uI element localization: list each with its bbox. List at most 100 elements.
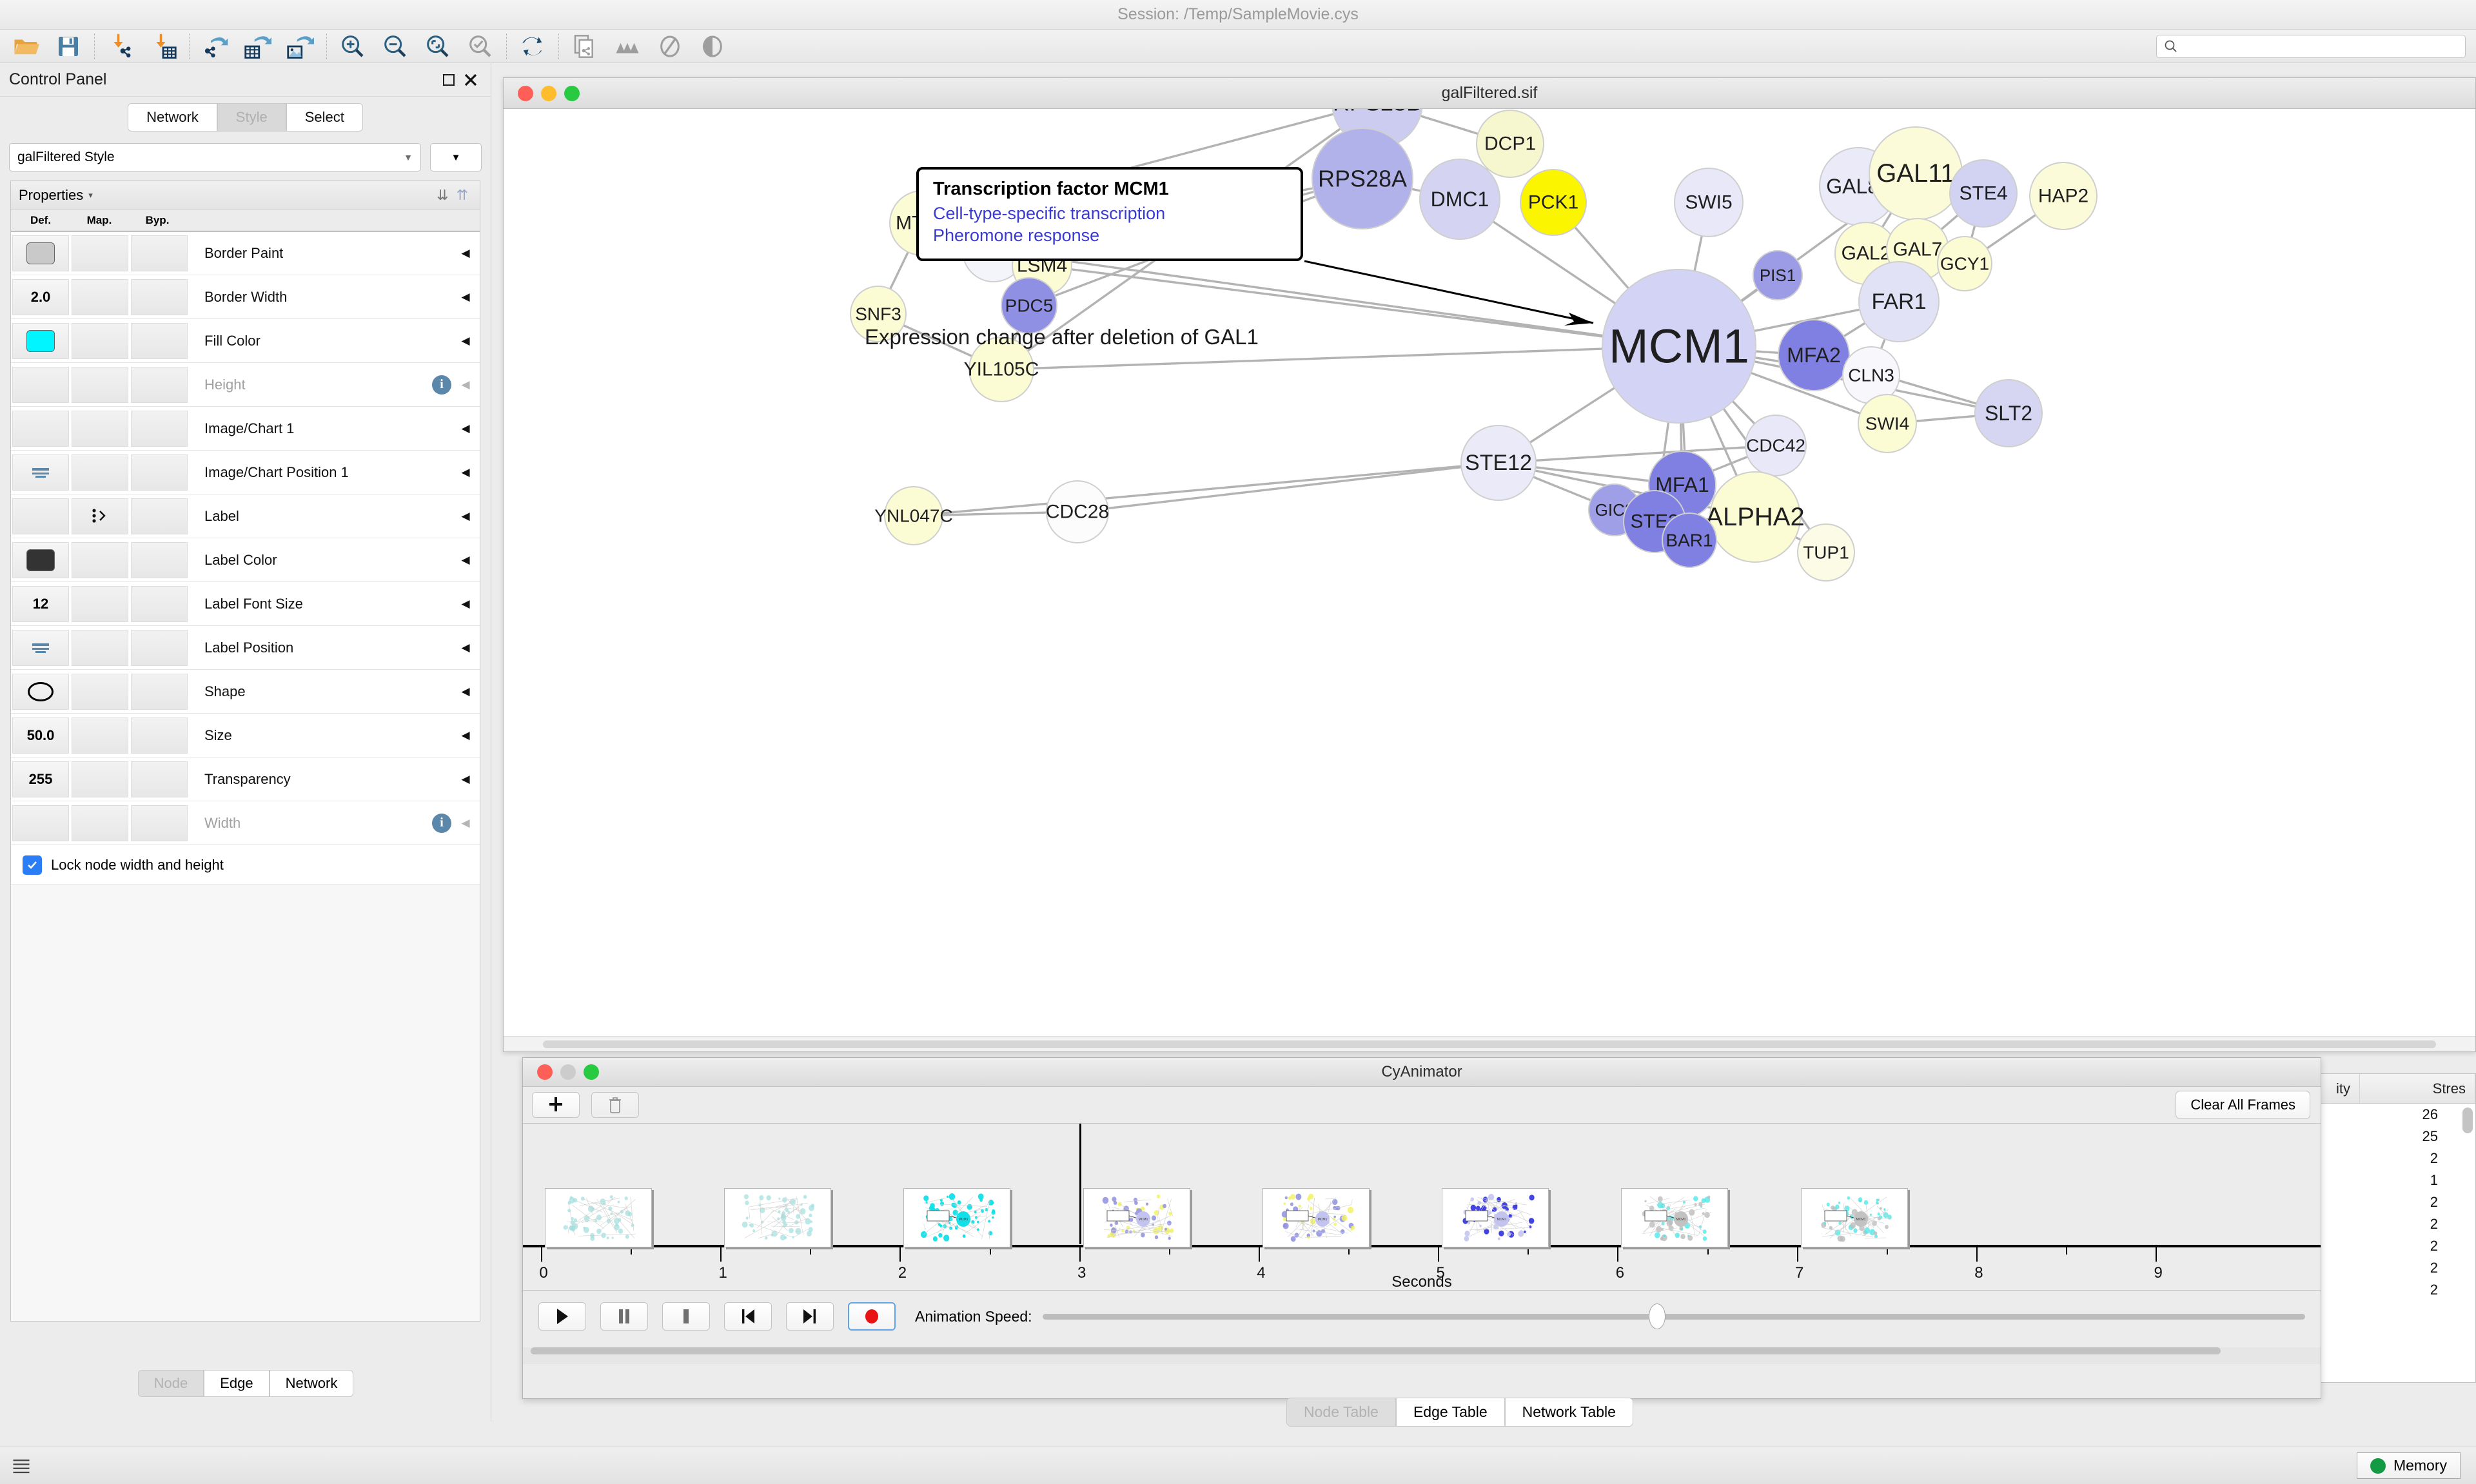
slider-knob[interactable] <box>1648 1303 1665 1329</box>
animator-frame[interactable]: MCM1 <box>1262 1188 1370 1247</box>
property-default-cell[interactable]: 255 <box>12 761 69 797</box>
delete-frame-button[interactable] <box>591 1092 639 1118</box>
export-network-icon[interactable] <box>196 32 235 61</box>
network-node[interactable]: STE12 <box>1460 425 1537 501</box>
timeline-playhead[interactable] <box>1079 1124 1081 1244</box>
network-node[interactable]: SWI5 <box>1674 168 1744 237</box>
table-row[interactable]: 2 <box>2430 1194 2438 1210</box>
table-row[interactable]: 2 <box>2430 1150 2438 1166</box>
animator-frame[interactable]: MCM1 <box>903 1188 1011 1247</box>
expand-arrow-icon[interactable]: ◀ <box>461 553 470 566</box>
lock-node-size-row[interactable]: Lock node width and height <box>11 845 480 885</box>
clear-all-frames-button[interactable]: Clear All Frames <box>2176 1091 2310 1119</box>
table-row[interactable]: 2 <box>2430 1282 2438 1298</box>
property-row[interactable]: Label Position ◀ <box>11 626 480 670</box>
network-node[interactable]: YNL047C <box>874 486 953 545</box>
bottom-tab-network[interactable]: Network <box>269 1370 354 1397</box>
network-edge[interactable] <box>1498 444 1776 464</box>
show-all-icon[interactable] <box>693 32 732 61</box>
tab-edge-table[interactable]: Edge Table <box>1395 1398 1505 1427</box>
property-row[interactable]: 12 Label Font Size ◀ <box>11 582 480 626</box>
column-stress[interactable]: Stres <box>2360 1074 2475 1103</box>
mcm1-annotation[interactable]: Transcription factor MCM1 Cell-type-spec… <box>916 167 1303 261</box>
property-mapping-cell[interactable] <box>72 410 128 447</box>
animator-timeline[interactable]: Seconds 0 1 2 3 4 5 6 7 8 9 MCM1 MCM1 MCM1 MCM1 MCM1 MC… <box>523 1123 2321 1291</box>
close-window-icon[interactable] <box>518 85 533 101</box>
import-table-icon[interactable] <box>144 32 182 61</box>
hide-nodes-icon[interactable] <box>608 32 647 61</box>
property-mapping-cell[interactable] <box>72 805 128 841</box>
expand-arrow-icon[interactable]: ◀ <box>461 772 470 785</box>
list-icon[interactable] <box>6 1451 36 1481</box>
tab-network[interactable]: Network <box>128 103 217 132</box>
fit-selected-icon[interactable] <box>418 32 457 61</box>
tab-select[interactable]: Select <box>286 103 363 132</box>
property-bypass-cell[interactable] <box>131 410 188 447</box>
bottom-tab-node[interactable]: Node <box>137 1370 204 1397</box>
property-bypass-cell[interactable] <box>131 542 188 578</box>
table-row[interactable]: 2 <box>2430 1260 2438 1276</box>
maximize-window-icon[interactable] <box>564 85 580 101</box>
network-node[interactable]: ALPHA2 <box>1705 471 1805 563</box>
property-bypass-cell[interactable] <box>131 717 188 754</box>
property-mapping-cell[interactable] <box>72 454 128 491</box>
property-bypass-cell[interactable] <box>131 585 188 622</box>
network-node[interactable]: GCY1 <box>1937 236 1992 291</box>
property-row[interactable]: 255 Transparency ◀ <box>11 757 480 801</box>
network-node[interactable]: DCP1 <box>1476 110 1544 178</box>
property-row[interactable]: Shape ◀ <box>11 670 480 714</box>
export-table-icon[interactable] <box>239 32 277 61</box>
tab-network-table[interactable]: Network Table <box>1504 1398 1633 1427</box>
property-default-cell[interactable] <box>12 542 69 578</box>
fit-network-icon[interactable] <box>461 32 500 61</box>
close-window-icon[interactable] <box>537 1064 553 1080</box>
search-box[interactable] <box>2156 35 2466 58</box>
hide-unselected-icon[interactable] <box>651 32 689 61</box>
property-row[interactable]: 50.0 Size ◀ <box>11 714 480 757</box>
chevron-down-icon[interactable]: ▾ <box>88 190 93 200</box>
property-bypass-cell[interactable] <box>131 278 188 315</box>
network-node[interactable]: PCK1 <box>1520 169 1587 236</box>
close-icon[interactable] <box>460 69 482 91</box>
open-folder-icon[interactable] <box>6 32 45 61</box>
property-default-cell[interactable] <box>12 322 69 359</box>
property-row[interactable]: Image/Chart Position 1 ◀ <box>11 451 480 494</box>
minimize-window-icon[interactable] <box>541 85 556 101</box>
network-node[interactable]: SLT2 <box>1974 379 2043 447</box>
animator-frame[interactable]: MCM1 <box>1442 1188 1549 1247</box>
network-node[interactable]: PIS1 <box>1753 250 1803 300</box>
animator-frame[interactable]: MCM1 <box>1083 1188 1190 1247</box>
maximize-icon[interactable] <box>438 69 460 91</box>
expand-arrow-icon[interactable]: ◀ <box>461 685 470 698</box>
animator-frame[interactable]: MCM1 <box>1800 1188 1908 1247</box>
tab-node-table[interactable]: Node Table <box>1286 1398 1396 1427</box>
property-default-cell[interactable]: 50.0 <box>12 717 69 754</box>
lock-checkbox[interactable] <box>23 855 42 875</box>
expand-arrow-icon[interactable]: ◀ <box>461 378 470 391</box>
chevron-double-down-icon[interactable]: ⇊ <box>437 186 449 203</box>
property-bypass-cell[interactable] <box>131 235 188 271</box>
property-default-cell[interactable] <box>12 235 69 271</box>
property-bypass-cell[interactable] <box>131 805 188 841</box>
table-row[interactable]: 2 <box>2430 1216 2438 1232</box>
minimize-window-icon[interactable] <box>560 1064 576 1080</box>
property-row[interactable]: Border Paint ◀ <box>11 231 480 275</box>
property-row[interactable]: Label ◀ <box>11 494 480 538</box>
zoom-in-icon[interactable] <box>333 32 372 61</box>
property-default-cell[interactable] <box>12 498 69 534</box>
column-centrality[interactable]: ity <box>2245 1074 2360 1103</box>
animator-frame[interactable] <box>545 1188 652 1247</box>
animation-speed-slider[interactable] <box>1042 1302 2305 1331</box>
property-mapping-cell[interactable] <box>72 629 128 666</box>
property-row[interactable]: 2.0 Border Width ◀ <box>11 275 480 319</box>
network-node[interactable]: SNF3 <box>850 286 907 342</box>
property-mapping-cell[interactable] <box>72 673 128 710</box>
maximize-window-icon[interactable] <box>584 1064 599 1080</box>
property-bypass-cell[interactable] <box>131 366 188 403</box>
import-network-icon[interactable] <box>101 32 140 61</box>
property-mapping-cell[interactable] <box>72 278 128 315</box>
play-button[interactable] <box>538 1302 586 1331</box>
table-row[interactable]: 25 <box>2422 1128 2438 1144</box>
network-node[interactable]: MFA2 <box>1778 319 1850 391</box>
bottom-tab-edge[interactable]: Edge <box>204 1370 270 1397</box>
